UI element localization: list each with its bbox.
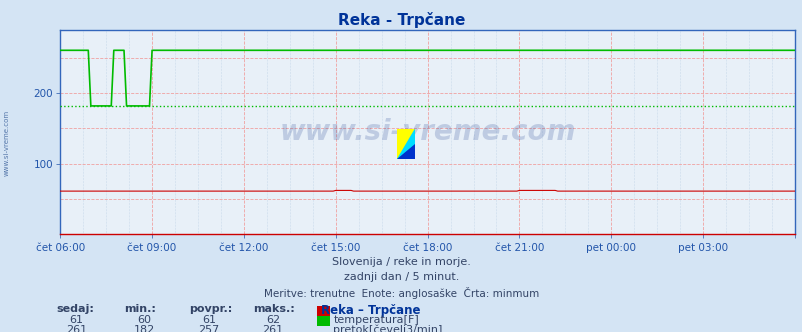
Text: www.si-vreme.com: www.si-vreme.com xyxy=(3,110,10,176)
Text: 61: 61 xyxy=(201,315,216,325)
Text: min.:: min.: xyxy=(124,304,156,314)
Text: www.si-vreme.com: www.si-vreme.com xyxy=(279,118,575,146)
Text: 261: 261 xyxy=(262,325,283,332)
Text: Slovenija / reke in morje.: Slovenija / reke in morje. xyxy=(332,257,470,267)
Polygon shape xyxy=(397,129,415,159)
Text: 261: 261 xyxy=(66,325,87,332)
Text: zadnji dan / 5 minut.: zadnji dan / 5 minut. xyxy=(343,272,459,282)
Text: maks.:: maks.: xyxy=(253,304,294,314)
Text: 61: 61 xyxy=(69,315,83,325)
Text: 62: 62 xyxy=(265,315,280,325)
Text: pretok[čevelj3/min]: pretok[čevelj3/min] xyxy=(333,325,442,332)
Text: sedaj:: sedaj: xyxy=(56,304,94,314)
Polygon shape xyxy=(397,129,415,159)
Text: temperatura[F]: temperatura[F] xyxy=(333,315,419,325)
Text: 60: 60 xyxy=(137,315,152,325)
Polygon shape xyxy=(397,144,415,159)
Text: povpr.:: povpr.: xyxy=(188,304,232,314)
Text: Meritve: trenutne  Enote: anglosaške  Črta: minmum: Meritve: trenutne Enote: anglosaške Črta… xyxy=(264,287,538,299)
Text: Reka – Trpčane: Reka – Trpčane xyxy=(321,304,420,317)
Text: 257: 257 xyxy=(198,325,219,332)
Text: Reka - Trpčane: Reka - Trpčane xyxy=(338,12,464,28)
Text: 182: 182 xyxy=(134,325,155,332)
